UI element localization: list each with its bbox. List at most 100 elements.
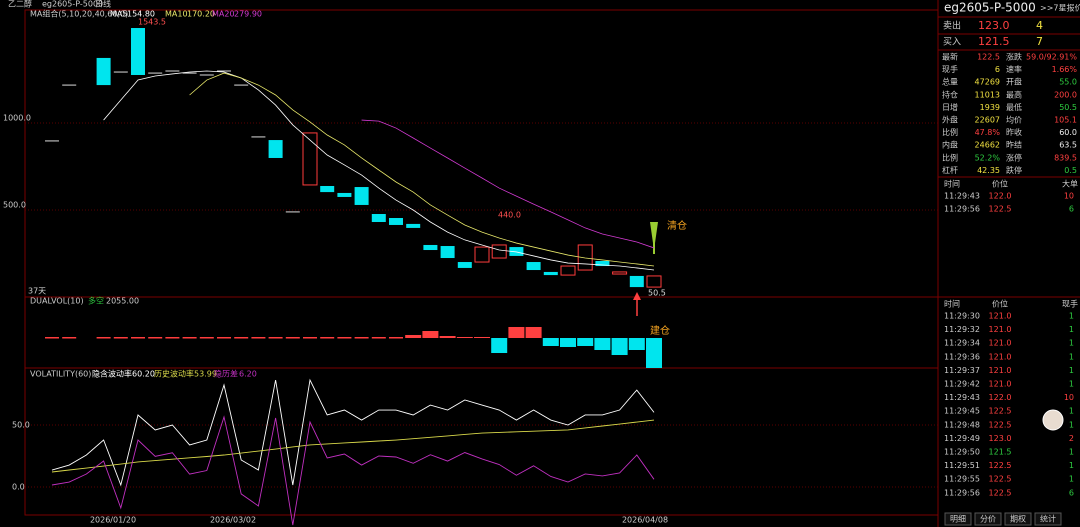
table-cell: 6 [1069, 205, 1074, 214]
ma-line [361, 119, 655, 249]
stat-value: 11013 [975, 90, 1000, 99]
table-header: 现手 [1062, 299, 1078, 309]
vol-title[interactable]: DUALVOL(10) [30, 297, 84, 306]
volatility-line [51, 415, 655, 526]
tab[interactable] [1004, 512, 1032, 526]
candle [131, 28, 145, 75]
tab-label[interactable]: 明细 [950, 514, 966, 524]
table-cell: 121.5 [989, 448, 1012, 457]
ma-legend-name: MA20 [212, 10, 235, 19]
price-annotation: 50.5 [648, 289, 666, 298]
table-cell: 1 [1069, 475, 1074, 484]
volume-bar [439, 336, 456, 339]
table-cell: 1 [1069, 407, 1074, 416]
table-cell: 121.0 [989, 380, 1012, 389]
quote-volume: 7 [1036, 35, 1043, 48]
x-date-label: 2026/04/08 [622, 516, 668, 525]
volume-bar [45, 337, 59, 339]
table-cell: 1 [1069, 339, 1074, 348]
table-cell: 11:29:32 [944, 325, 980, 334]
sell-signal: 清仓 [667, 219, 687, 232]
table-cell: 11:29:36 [944, 352, 980, 361]
volume-bar [113, 337, 128, 339]
product: 乙二醇 [8, 0, 32, 9]
table-cell: 10 [1064, 192, 1074, 201]
volume-bar [251, 337, 266, 339]
volume-bar [525, 326, 542, 339]
table-cell: 11:29:30 [944, 312, 980, 321]
table-cell: 122.5 [989, 475, 1012, 484]
table-cell: 1 [1069, 420, 1074, 429]
table-cell: 123.0 [989, 434, 1012, 443]
table-cell: 121.0 [989, 339, 1012, 348]
candle [509, 247, 524, 256]
volume-bar [628, 338, 645, 351]
table-cell: 11:29:45 [944, 407, 980, 416]
volume-bar [285, 337, 300, 339]
ma-legend-value: 279.90 [234, 10, 262, 19]
stat-value: 22607 [975, 116, 1000, 125]
table-cell: 1 [1069, 366, 1074, 375]
stat-value: 50.5 [1059, 103, 1077, 112]
candle [440, 246, 455, 259]
stat-label: 昨结 [1006, 140, 1022, 150]
table-cell: 11:29:49 [944, 434, 980, 443]
stat-label: 开盘 [1006, 77, 1022, 87]
stat-value: 63.5 [1059, 141, 1077, 150]
volume-bar [148, 337, 163, 339]
candle [337, 192, 352, 197]
volatility-legend-value: 60.20 [132, 370, 155, 379]
candle [612, 271, 628, 275]
tab-label[interactable]: 期权 [1010, 514, 1026, 524]
stat-value: 839.5 [1054, 153, 1077, 162]
ma-title[interactable]: MA组合(5,10,20,40,60,0) [30, 9, 128, 19]
stat-label: 比例 [942, 127, 958, 137]
candle [320, 185, 335, 193]
tab-label[interactable]: 分价 [980, 515, 996, 524]
avatar[interactable] [1042, 409, 1064, 431]
volume-bar [268, 337, 283, 339]
table-cell: 1 [1069, 312, 1074, 321]
stat-label: 日增 [942, 102, 958, 112]
stat-label: 速率 [1006, 64, 1022, 74]
candle [646, 275, 662, 288]
volatility-title[interactable]: VOLATILITY(60) [30, 370, 91, 379]
buy-signal: 建仓 [650, 324, 670, 337]
candle [474, 246, 490, 263]
tab[interactable] [974, 512, 1002, 526]
days-label: 37天 [28, 287, 46, 296]
table-cell: 1 [1069, 380, 1074, 389]
table-cell: 122.0 [989, 393, 1012, 402]
volume-bar [62, 337, 77, 339]
tab-label[interactable]: 统计 [1040, 514, 1056, 524]
ma-legend-value: 170.20 [187, 10, 215, 19]
ma-legend-name: MA10 [165, 10, 188, 19]
stat-value: 122.5 [977, 53, 1000, 62]
stat-value: 60.0 [1059, 128, 1077, 137]
ma-legend-value: 154.80 [127, 10, 155, 19]
tab[interactable] [944, 512, 972, 526]
table-cell: 11:29:37 [944, 366, 980, 375]
volume-bar [405, 334, 422, 339]
candle [302, 132, 318, 186]
stat-label: 最低 [1006, 102, 1022, 112]
quote-title: eg2605-P-5000 [944, 1, 1036, 15]
volume-bar [389, 337, 403, 339]
stat-value: 24662 [975, 141, 1000, 150]
price-annotation: 440.0 [498, 211, 521, 220]
stat-label: 涨停 [1006, 152, 1022, 162]
stat-value: 52.2% [975, 153, 1001, 162]
quote-link[interactable]: >>7星报价 [1040, 3, 1080, 13]
table-cell: 6 [1069, 488, 1074, 497]
stat-label: 内盘 [942, 140, 958, 150]
candle [96, 57, 111, 86]
period[interactable]: 日线 [95, 0, 111, 9]
stat-label: 涨跌 [1006, 52, 1022, 62]
table-cell: 121.0 [989, 366, 1012, 375]
tab[interactable] [1034, 512, 1062, 526]
volume-bar [422, 330, 439, 339]
vol-legend: 多空 [88, 296, 104, 306]
volume-bar [594, 338, 611, 351]
quote-price: 121.5 [978, 35, 1010, 48]
